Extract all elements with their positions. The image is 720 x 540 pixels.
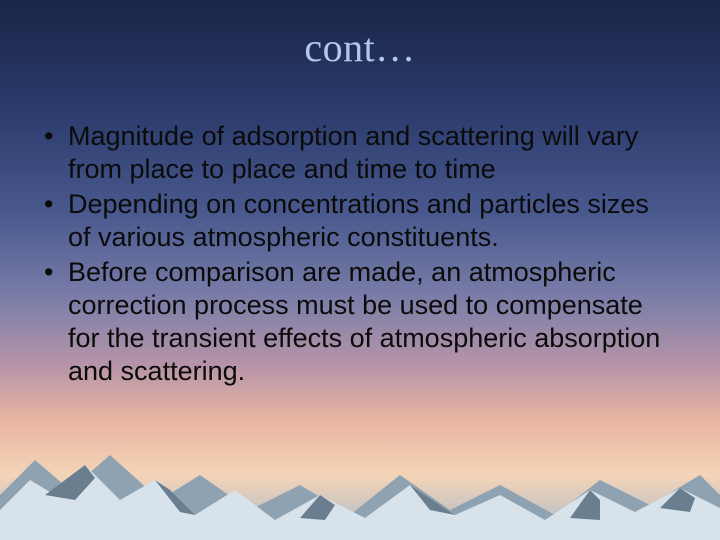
bullet-list: Magnitude of adsorption and scattering w… (38, 120, 678, 388)
bullet-item: Magnitude of adsorption and scattering w… (38, 120, 678, 186)
slide-body: Magnitude of adsorption and scattering w… (38, 120, 678, 390)
mountain-graphic (0, 400, 720, 540)
slide-title: cont… (0, 24, 720, 71)
bullet-item: Before comparison are made, an atmospher… (38, 256, 678, 388)
bullet-item: Depending on concentrations and particle… (38, 188, 678, 254)
slide: cont… Magnitude of adsorption and scatte… (0, 0, 720, 540)
